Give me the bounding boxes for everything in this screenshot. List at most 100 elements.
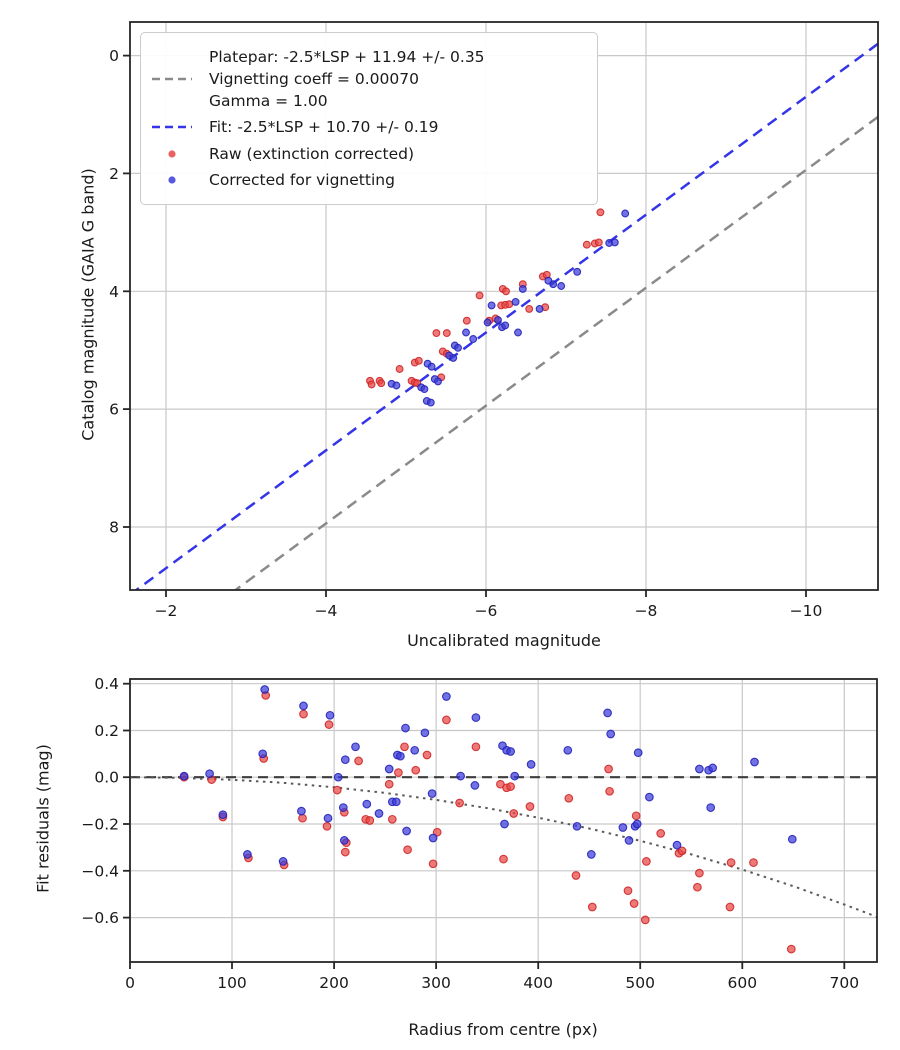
x-tick-label: 400 — [523, 974, 553, 992]
corrected-point — [278, 857, 288, 866]
y-tick-label: −0.6 — [81, 909, 119, 927]
corrected-point — [706, 803, 716, 812]
raw-point — [564, 793, 574, 803]
corrected-point — [695, 764, 704, 774]
corrected-point — [426, 398, 435, 407]
raw-point — [786, 944, 796, 954]
y-tick-label: 0.0 — [94, 769, 119, 787]
legend-label-fit: Fit: -2.5*LSP + 10.70 +/- 0.19 — [209, 118, 439, 137]
corrected-point — [787, 834, 797, 844]
fit-dash-icon — [149, 120, 195, 134]
corrected-point — [428, 833, 438, 843]
corrected-point — [469, 335, 478, 343]
corrected-point — [402, 826, 411, 836]
corrected-point — [454, 343, 462, 352]
x-tick-label: −4 — [315, 602, 338, 620]
y-tick-label: 6 — [109, 401, 119, 419]
corrected-point — [401, 723, 410, 733]
corrected-point — [374, 809, 384, 818]
x-tick-label: −10 — [790, 602, 823, 620]
raw-point — [332, 785, 342, 795]
corrected-point — [362, 799, 372, 809]
corrected-point — [434, 377, 442, 386]
corrected-point — [610, 238, 619, 247]
corrected-point — [325, 710, 335, 720]
raw-point — [499, 854, 508, 864]
raw-point — [298, 813, 307, 823]
y-tick-label: 0 — [109, 47, 119, 65]
corrected-point — [535, 304, 544, 313]
raw-point — [571, 871, 581, 880]
corrected-point — [338, 803, 348, 812]
corrected-point — [471, 713, 481, 722]
corrected-point — [392, 381, 401, 390]
corrected-point — [606, 729, 616, 739]
raw-point — [587, 902, 597, 912]
x-tick-label: 100 — [217, 974, 247, 992]
corrected-point — [708, 763, 718, 773]
corrected-point — [500, 819, 509, 829]
corrected-point — [299, 701, 308, 711]
raw-point — [502, 287, 510, 296]
x-tick-label: −2 — [155, 602, 178, 620]
raw-point — [432, 329, 441, 338]
legend: Platepar: -2.5*LSP + 11.94 +/- 0.35 Vign… — [140, 32, 598, 205]
corrected-point — [573, 267, 582, 276]
corrected-point — [427, 789, 437, 798]
corrected-point — [526, 760, 536, 769]
corrected-point — [205, 769, 214, 779]
raw-point — [442, 715, 451, 725]
corrected-point — [462, 328, 470, 337]
x-tick-label: 700 — [830, 974, 860, 992]
legend-entry-fit: Fit: -2.5*LSP + 10.70 +/- 0.19 — [149, 116, 587, 138]
corrected-point — [410, 745, 420, 755]
raw-point — [428, 859, 438, 869]
corrected-point — [501, 321, 510, 330]
corrected-point — [549, 280, 558, 289]
corrected-point — [391, 797, 401, 807]
raw-point — [726, 858, 736, 867]
x-tick-label: −6 — [475, 602, 498, 620]
corrected-point — [563, 745, 573, 755]
corrected-point — [487, 301, 496, 310]
series-raw-point — [366, 208, 605, 389]
fit-line — [134, 42, 878, 590]
raw-point — [525, 802, 535, 811]
axes-frame — [129, 21, 879, 591]
raw-point — [394, 768, 403, 777]
raw-point — [656, 829, 666, 838]
corrected-point — [633, 748, 643, 758]
raw-point — [365, 816, 375, 825]
raw-marker-icon — [149, 147, 195, 161]
x-tick-label: 600 — [728, 974, 758, 992]
corrected-point — [750, 757, 759, 767]
corrected-point — [179, 771, 189, 781]
corrected-point — [351, 742, 360, 752]
corrected-point — [420, 728, 430, 738]
x-tick-label: 500 — [625, 974, 655, 992]
corrected-point — [510, 771, 520, 781]
x-tick-label: 300 — [421, 974, 451, 992]
corrected-point — [603, 708, 612, 718]
raw-point — [596, 208, 605, 217]
y-tick-label: 4 — [109, 283, 119, 301]
corrected-point — [572, 821, 582, 831]
corrected-point — [456, 771, 465, 781]
corrected-point — [396, 751, 405, 761]
legend-entry-raw: Raw (extinction corrected) — [149, 143, 587, 165]
raw-point — [422, 750, 432, 760]
axes-1: 0 100 200 300 400 500 600 700 0.4 0.2 0.0 −0.2 −0.4 −… — [81, 675, 878, 992]
corrected-point — [449, 353, 458, 362]
corrected-point — [420, 385, 429, 394]
corrected-point — [340, 755, 350, 765]
raw-point — [623, 886, 633, 896]
raw-point — [367, 380, 376, 389]
raw-point — [631, 811, 641, 821]
x-tick-label: 200 — [319, 974, 349, 992]
raw-point — [582, 240, 591, 249]
raw-point — [340, 847, 350, 857]
corrected-point — [218, 810, 228, 820]
corrected-point — [483, 318, 492, 327]
raw-point — [629, 899, 639, 908]
